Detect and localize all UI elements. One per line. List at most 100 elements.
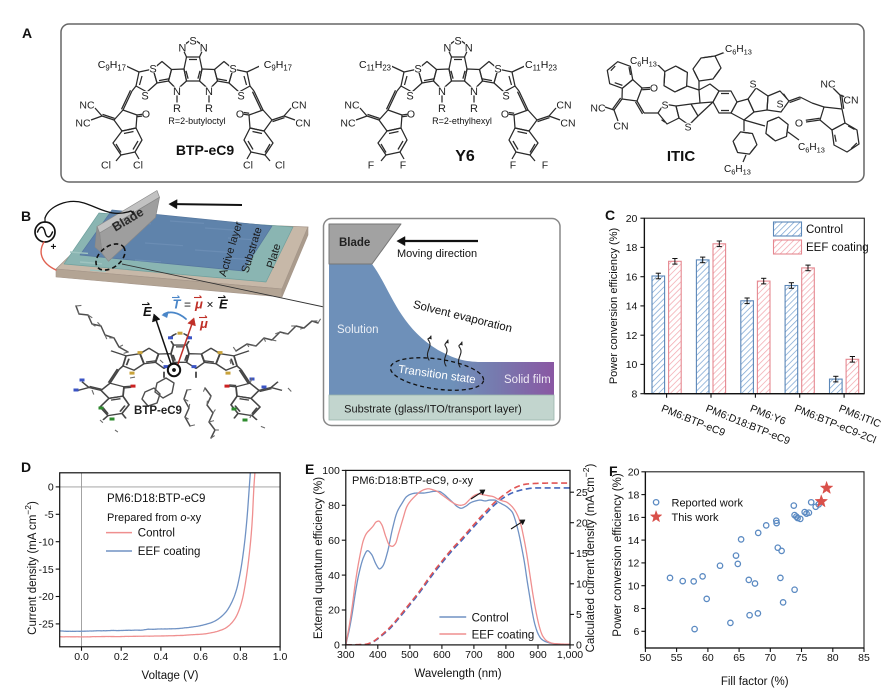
svg-text:CN: CN [560, 118, 575, 130]
svg-text:O: O [236, 109, 244, 121]
svg-text:Current density (mA cm−2): Current density (mA cm−2) [23, 501, 39, 635]
svg-text:CN: CN [613, 121, 628, 133]
svg-text:T: T [173, 297, 182, 312]
svg-text:EEF coating: EEF coating [138, 546, 201, 558]
svg-text:Cl: Cl [101, 160, 111, 172]
svg-text:S: S [229, 63, 236, 75]
svg-text:60: 60 [328, 535, 340, 547]
svg-text:R=2-ethylhexyl: R=2-ethylhexyl [432, 116, 492, 126]
svg-text:50: 50 [640, 652, 652, 664]
svg-text:1.0: 1.0 [273, 651, 288, 663]
svg-text:E: E [219, 297, 228, 312]
svg-text:500: 500 [401, 649, 419, 661]
svg-text:PM6:D18:BTP-eC9: PM6:D18:BTP-eC9 [107, 493, 205, 505]
svg-text:O: O [407, 109, 415, 121]
svg-text:700: 700 [465, 649, 483, 661]
svg-text:C6H13: C6H13 [630, 56, 657, 69]
svg-text:100: 100 [322, 465, 340, 477]
svg-text:μ: μ [194, 297, 203, 312]
svg-text:PM6:D18:BTP-eC9, o-xy: PM6:D18:BTP-eC9, o-xy [352, 475, 474, 487]
svg-text:12: 12 [626, 330, 638, 342]
svg-text:20: 20 [628, 467, 640, 479]
svg-text:20: 20 [328, 605, 340, 617]
svg-text:S: S [749, 79, 756, 91]
svg-text:NC: NC [590, 103, 606, 115]
svg-text:B: B [21, 208, 31, 224]
svg-text:Wavelength (nm): Wavelength (nm) [414, 668, 501, 680]
svg-text:NC: NC [75, 118, 91, 130]
svg-text:NC: NC [344, 100, 360, 112]
svg-text:Fill factor (%): Fill factor (%) [721, 676, 789, 688]
svg-text:C6H13: C6H13 [798, 142, 825, 155]
svg-text:1,000: 1,000 [557, 649, 583, 661]
svg-text:CN: CN [295, 118, 310, 130]
svg-text:EEF coating: EEF coating [806, 242, 869, 254]
svg-text:20: 20 [576, 517, 588, 529]
svg-text:O: O [501, 109, 509, 121]
svg-text:NC: NC [79, 100, 95, 112]
svg-text:EEF coating: EEF coating [472, 630, 535, 642]
svg-text:S: S [502, 90, 509, 102]
svg-text:D: D [21, 459, 31, 475]
svg-text:F: F [510, 160, 516, 172]
svg-text:-20: -20 [39, 591, 54, 603]
svg-text:CN: CN [843, 95, 858, 107]
svg-text:C11H23: C11H23 [525, 59, 557, 73]
svg-text:C9H17: C9H17 [98, 59, 126, 73]
svg-text:Solution: Solution [337, 324, 379, 336]
svg-text:=: = [184, 298, 191, 312]
svg-text:8: 8 [634, 603, 640, 615]
svg-text:-10: -10 [39, 536, 54, 548]
svg-text:-15: -15 [39, 564, 54, 576]
svg-text:14: 14 [628, 535, 640, 547]
svg-text:400: 400 [369, 649, 387, 661]
svg-text:BTP-eC9: BTP-eC9 [134, 405, 182, 417]
svg-text:F: F [609, 463, 618, 479]
svg-text:μ: μ [199, 316, 208, 331]
svg-text:8: 8 [632, 388, 638, 400]
svg-text:F: F [400, 160, 406, 172]
svg-text:25: 25 [576, 487, 588, 499]
svg-text:+: + [51, 242, 57, 253]
svg-text:O: O [142, 109, 150, 121]
svg-text:CN: CN [556, 100, 571, 112]
svg-text:BTP-eC9: BTP-eC9 [176, 142, 235, 158]
svg-text:65: 65 [733, 652, 745, 664]
svg-text:Cl: Cl [275, 160, 285, 172]
svg-text:Power conversion efficiency (%: Power conversion efficiency (%) [612, 473, 624, 637]
svg-text:15: 15 [576, 548, 588, 560]
svg-text:S: S [414, 63, 421, 75]
svg-text:S: S [149, 63, 156, 75]
svg-text:Cl: Cl [133, 160, 143, 172]
svg-text:F: F [542, 160, 548, 172]
svg-text:R: R [470, 103, 478, 115]
svg-text:R=2-butyloctyl: R=2-butyloctyl [168, 116, 225, 126]
svg-text:16: 16 [628, 512, 640, 524]
svg-text:900: 900 [529, 649, 547, 661]
svg-text:C11H23: C11H23 [359, 59, 391, 73]
svg-text:75: 75 [796, 652, 808, 664]
svg-text:0.2: 0.2 [114, 651, 129, 663]
svg-text:0.6: 0.6 [193, 651, 208, 663]
svg-text:NC: NC [340, 118, 356, 130]
svg-text:Moving direction: Moving direction [397, 248, 477, 260]
svg-text:10: 10 [626, 359, 638, 371]
svg-text:S: S [684, 122, 691, 134]
svg-text:70: 70 [764, 652, 776, 664]
svg-text:×: × [207, 298, 214, 312]
svg-text:300: 300 [337, 649, 355, 661]
svg-text:Voltage (V): Voltage (V) [142, 670, 199, 682]
svg-text:80: 80 [328, 500, 340, 512]
svg-text:0.0: 0.0 [74, 651, 89, 663]
svg-text:Substrate (glass/ITO/transport: Substrate (glass/ITO/transport layer) [344, 404, 522, 416]
svg-text:N: N [470, 86, 478, 98]
svg-text:S: S [406, 90, 413, 102]
svg-text:Y6: Y6 [455, 148, 475, 165]
svg-text:F: F [368, 160, 374, 172]
svg-text:Control: Control [138, 528, 175, 540]
svg-text:S: S [661, 100, 668, 112]
svg-text:C9H17: C9H17 [264, 59, 292, 73]
svg-text:S: S [141, 90, 148, 102]
svg-text:C6H13: C6H13 [725, 44, 752, 57]
svg-text:N: N [438, 86, 446, 98]
